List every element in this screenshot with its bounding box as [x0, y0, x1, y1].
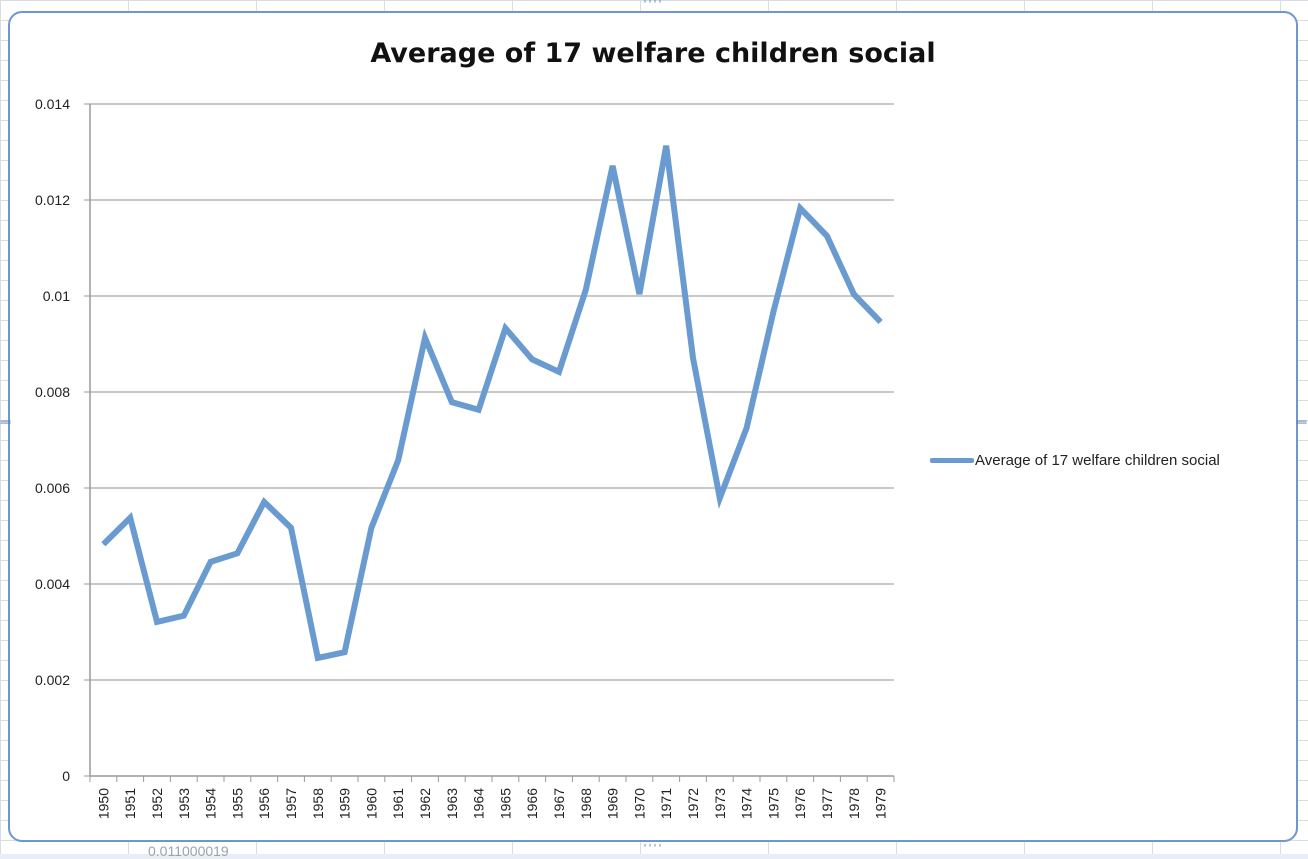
data-point	[665, 145, 667, 147]
x-tick-label: 1965	[497, 788, 513, 819]
data-point	[156, 621, 158, 623]
x-tick-label: 1962	[417, 788, 433, 819]
data-point	[719, 497, 721, 499]
data-point	[129, 517, 131, 519]
x-tick-label: 1956	[256, 788, 272, 819]
x-tick-label: 1958	[310, 788, 326, 819]
x-tick-label: 1963	[444, 788, 460, 819]
chart-frame[interactable]	[8, 11, 1298, 842]
x-tick-label: 1973	[712, 788, 728, 819]
data-point	[210, 561, 212, 563]
chart-title: Average of 17 welfare children social	[370, 38, 936, 69]
data-point	[478, 409, 480, 411]
data-point	[558, 371, 560, 373]
x-tick-label: 1960	[363, 788, 379, 819]
x-tick-label: 1964	[471, 788, 487, 819]
y-tick-label: 0.004	[35, 576, 70, 592]
data-point	[236, 552, 238, 554]
legend-label: Average of 17 welfare children social	[975, 452, 1220, 469]
x-tick-label: 1976	[792, 788, 808, 819]
data-point	[853, 293, 855, 295]
resize-handle-right[interactable]: ==	[1296, 417, 1307, 428]
y-tick-label: 0.006	[35, 480, 70, 496]
data-point	[826, 235, 828, 237]
x-tick-label: 1974	[739, 788, 755, 819]
data-point	[451, 401, 453, 403]
x-tick-label: 1951	[122, 788, 138, 819]
x-tick-label: 1979	[873, 788, 889, 819]
data-point	[290, 527, 292, 529]
x-tick-label: 1952	[149, 788, 165, 819]
resize-handle-left[interactable]: ==	[0, 417, 11, 428]
x-tick-label: 1978	[846, 788, 862, 819]
x-tick-label: 1975	[765, 788, 781, 819]
data-point	[424, 337, 426, 339]
y-tick-label: 0.014	[35, 96, 70, 112]
x-tick-label: 1967	[551, 788, 567, 819]
y-tick-label: 0	[62, 768, 70, 784]
data-point	[692, 357, 694, 359]
data-point	[638, 293, 640, 295]
x-tick-label: 1977	[819, 788, 835, 819]
data-point	[370, 527, 372, 529]
x-tick-label: 1966	[524, 788, 540, 819]
x-tick-label: 1961	[390, 788, 406, 819]
x-tick-label: 1972	[685, 788, 701, 819]
x-tick-label: 1959	[337, 788, 353, 819]
y-tick-label: 0.01	[43, 288, 70, 304]
y-tick-label: 0.002	[35, 672, 70, 688]
data-point	[531, 358, 533, 360]
y-tick-label: 0.012	[35, 192, 70, 208]
x-tick-label: 1970	[631, 788, 647, 819]
data-point	[612, 165, 614, 167]
resize-handle-top[interactable]: ''''	[642, 0, 663, 10]
x-tick-label: 1953	[176, 788, 192, 819]
data-point	[799, 207, 801, 209]
data-point	[504, 327, 506, 329]
x-tick-label: 1950	[95, 788, 111, 819]
x-tick-label: 1955	[229, 788, 245, 819]
data-point	[772, 311, 774, 313]
data-point	[102, 543, 104, 545]
x-tick-label: 1954	[203, 788, 219, 819]
data-point	[317, 657, 319, 659]
resize-handle-bottom[interactable]: ''''	[642, 843, 663, 854]
partial-cell-value: 0.011000019	[148, 843, 229, 859]
data-point	[880, 321, 882, 323]
x-tick-label: 1971	[658, 788, 674, 819]
series-line	[101, 145, 883, 662]
legend-swatch	[930, 458, 974, 463]
x-tick-label: 1969	[605, 788, 621, 819]
y-tick-label: 0.008	[35, 384, 70, 400]
x-tick-label: 1957	[283, 788, 299, 819]
data-point	[746, 427, 748, 429]
data-point	[183, 615, 185, 617]
x-tick-label: 1968	[578, 788, 594, 819]
legend: Average of 17 welfare children social	[930, 452, 1220, 469]
data-point	[585, 289, 587, 291]
data-point	[263, 501, 265, 503]
data-point	[344, 651, 346, 653]
data-point	[397, 459, 399, 461]
